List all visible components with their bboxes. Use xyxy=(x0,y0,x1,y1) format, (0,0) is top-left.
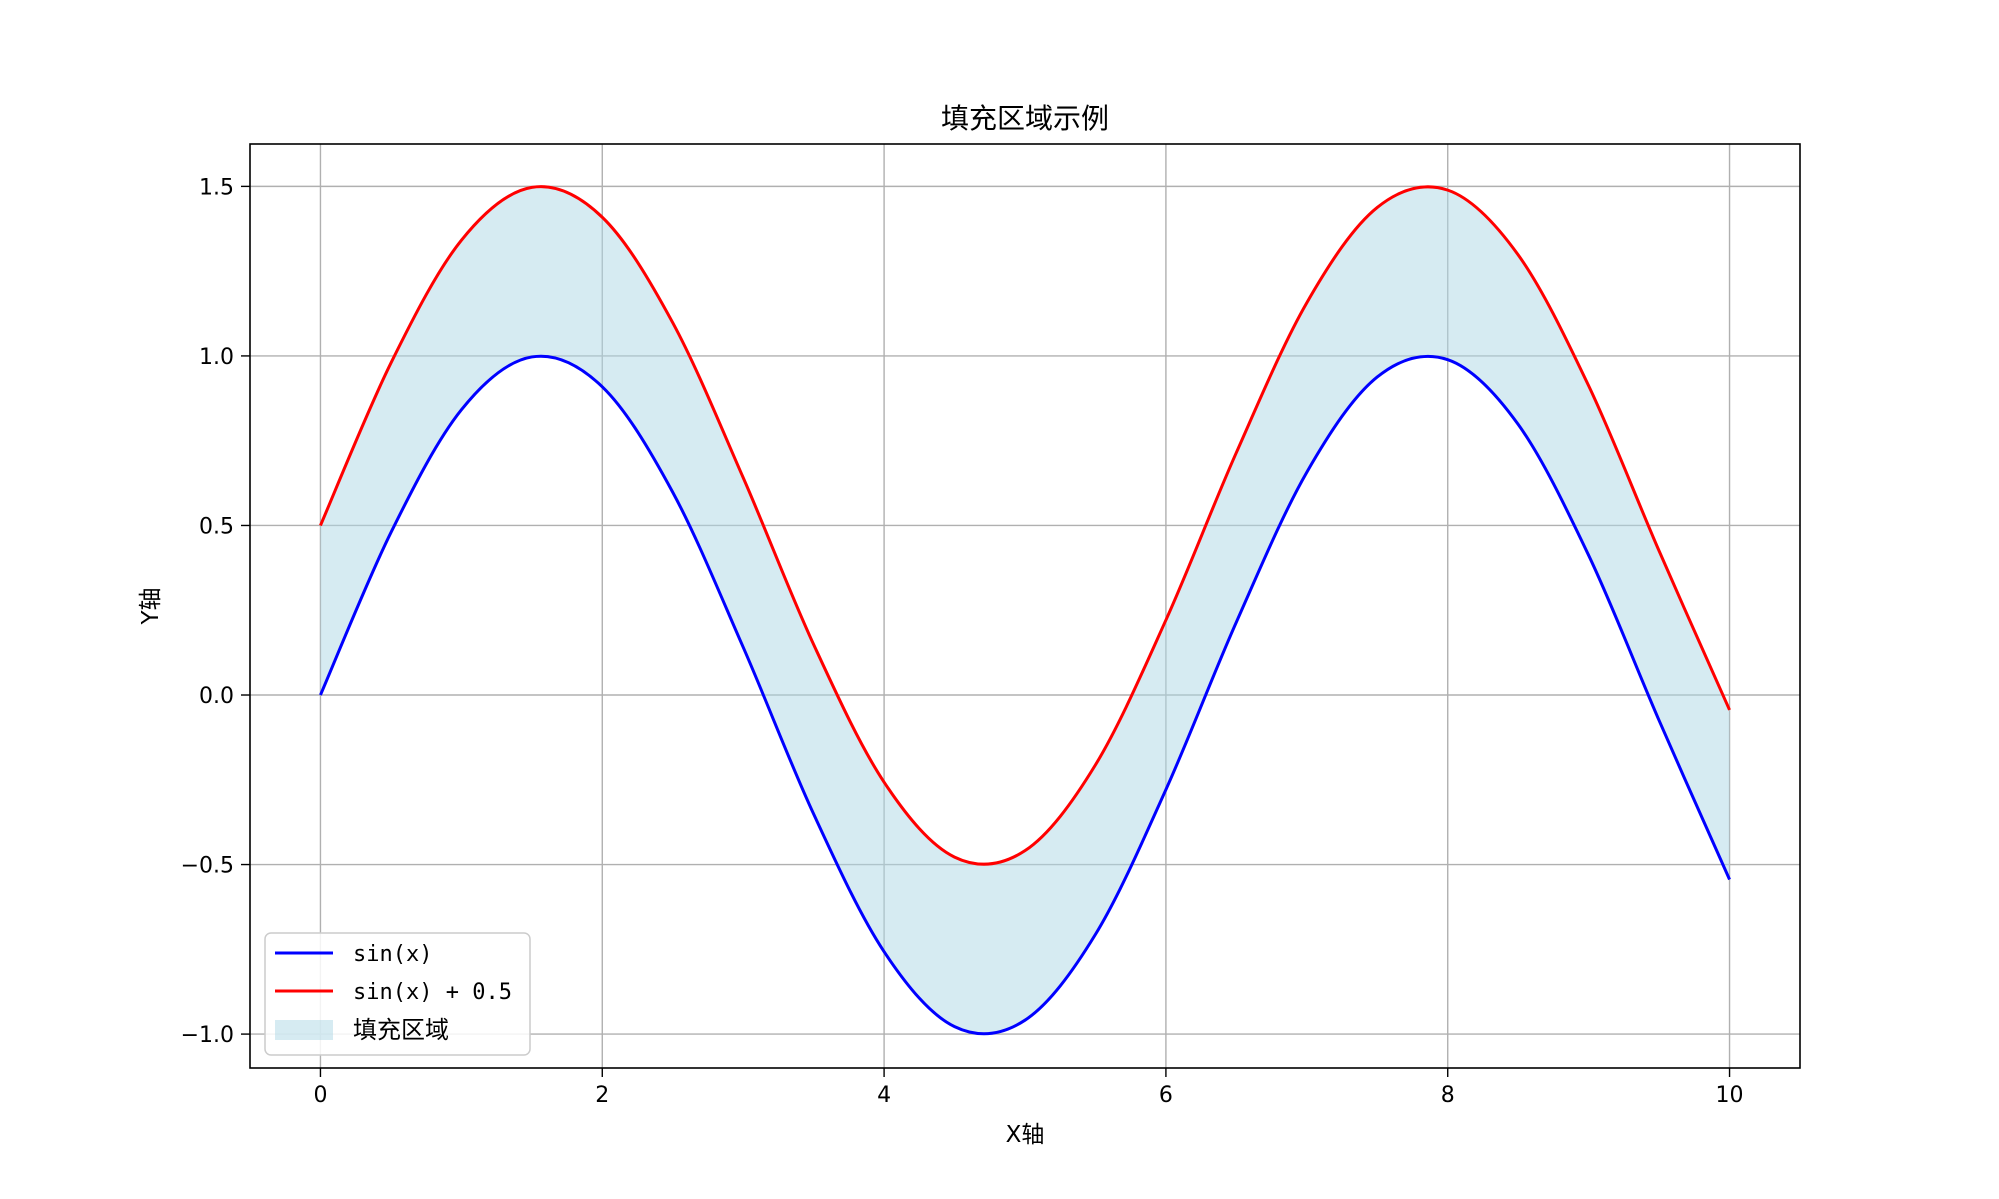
legend-label-fill: 填充区域 xyxy=(353,1016,449,1044)
series-layer xyxy=(319,185,1731,1036)
x-tick-label: 8 xyxy=(1441,1083,1455,1108)
y-tick-label: 1.0 xyxy=(199,345,234,370)
x-axis-label: X轴 xyxy=(1006,1122,1045,1148)
x-tick-label: 10 xyxy=(1716,1083,1744,1108)
tick-layer: 0 2 4 6 8 10 −1.0 −0.5 0.0 0.5 1.0 1.5 xyxy=(181,175,1744,1108)
series-line-0 xyxy=(319,354,1731,1036)
x-tick-label: 6 xyxy=(1159,1083,1173,1108)
legend-swatch-fill xyxy=(275,1020,333,1040)
y-axis-label: Y轴 xyxy=(138,587,164,625)
legend-label-sin-plus-half: sin(x) + 0.5 xyxy=(353,980,512,1005)
y-tick-label: 0.0 xyxy=(199,684,234,709)
x-tick-label: 2 xyxy=(595,1083,609,1108)
chart-title: 填充区域示例 xyxy=(941,102,1109,135)
y-tick-label: −1.0 xyxy=(181,1023,234,1048)
y-tick-label: −0.5 xyxy=(181,854,234,879)
plot-frame xyxy=(249,143,1801,1069)
x-tick-label: 0 xyxy=(313,1083,327,1108)
y-tick-label: 1.5 xyxy=(199,175,234,200)
y-tick-label: 0.5 xyxy=(199,514,234,539)
series-line-1 xyxy=(319,185,1731,866)
legend: sin(x) sin(x) + 0.5 填充区域 xyxy=(264,932,531,1056)
legend-label-sin: sin(x) xyxy=(353,942,432,967)
fill-between-area xyxy=(320,186,1730,1034)
fill-layer xyxy=(320,186,1730,1034)
x-tick-label: 4 xyxy=(877,1083,891,1108)
